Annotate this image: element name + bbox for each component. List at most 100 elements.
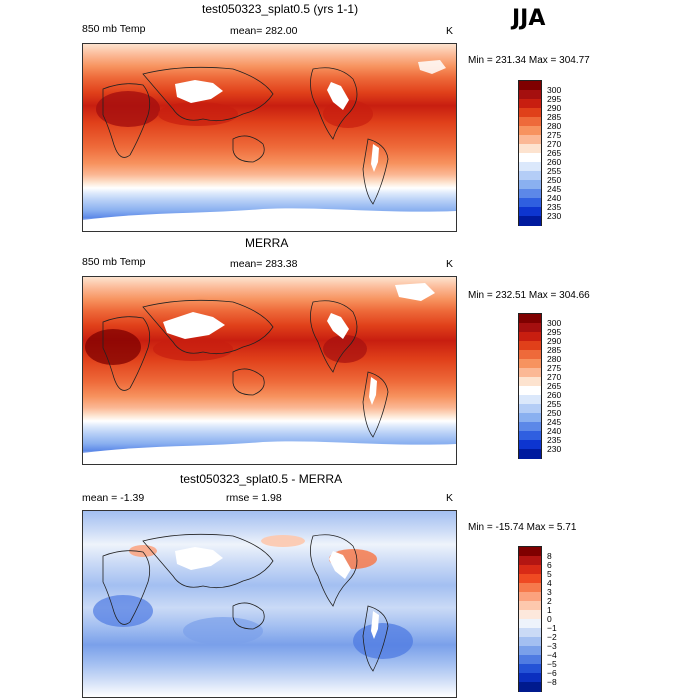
mean-label: mean= 283.38 <box>230 258 298 270</box>
colorbar-tick-label: 250 <box>547 175 562 185</box>
colorbar-tick-label: −8 <box>547 677 557 687</box>
colorbar-swatch <box>519 664 541 674</box>
greenland-mask <box>418 60 446 74</box>
warm-region-asia <box>158 102 238 126</box>
colorbar-tick-label: 265 <box>547 381 562 391</box>
min-max-label: Min = 231.34 Max = 304.77 <box>468 55 590 66</box>
colorbar-tick-label: 250 <box>547 408 562 418</box>
colorbar-tick-label: 280 <box>547 354 562 364</box>
panel-title: MERRA <box>245 236 289 250</box>
colorbar-swatch <box>519 144 541 154</box>
warm-bias-region <box>261 535 305 547</box>
rockies-mask <box>327 82 349 110</box>
antarctica-mask <box>83 208 456 231</box>
min-max-label: Min = 232.51 Max = 304.66 <box>468 290 590 301</box>
map-overlay <box>83 60 456 231</box>
colorbar-tick-label: 0 <box>547 614 552 624</box>
cold-bias-region <box>93 595 153 627</box>
colorbar-swatch <box>519 574 541 584</box>
coastlines <box>102 66 389 205</box>
colorbar-tick-label: −1 <box>547 623 557 633</box>
cold-bias-region <box>353 623 413 659</box>
mean-label: mean= 282.00 <box>230 25 298 37</box>
colorbar-swatch <box>519 601 541 611</box>
tibet-mask <box>163 312 225 339</box>
map-overlay <box>93 533 413 672</box>
warm-bias-region <box>129 545 157 557</box>
colorbar-tick-label: −3 <box>547 641 557 651</box>
tibet-mask <box>175 80 223 103</box>
colorbar-tick-label: 275 <box>547 130 562 140</box>
colorbar-tick-label: 280 <box>547 121 562 131</box>
colorbar-swatch <box>519 413 541 423</box>
colorbar-tick-label: 240 <box>547 193 562 203</box>
colorbar-tick-label: 8 <box>547 551 552 561</box>
colorbar-swatch <box>519 673 541 683</box>
colorbar-tick-label: 2 <box>547 596 552 606</box>
warm-region-asia <box>153 337 233 361</box>
colorbar-swatch <box>519 207 541 217</box>
colorbar-tick-label: 240 <box>547 426 562 436</box>
variable-label: 850 mb Temp <box>82 23 146 35</box>
colorbar-swatch <box>519 135 541 145</box>
colorbar-tick-label: 1 <box>547 605 552 615</box>
colorbar-swatch <box>519 404 541 414</box>
colorbar-tick-label: 255 <box>547 399 562 409</box>
colorbar-swatch <box>519 350 541 360</box>
colorbar-tick-label: 270 <box>547 372 562 382</box>
colorbar-swatch <box>519 431 541 441</box>
colorbar-swatch <box>519 323 541 333</box>
colorbar-swatch <box>519 619 541 629</box>
colorbar-tick-label: −2 <box>547 632 557 642</box>
variable-label: 850 mb Temp <box>82 256 146 268</box>
temperature-map <box>82 276 457 465</box>
panel-title: test050323_splat0.5 - MERRA <box>180 472 343 486</box>
map-overlay <box>83 283 456 464</box>
colorbar-tick-label: 285 <box>547 112 562 122</box>
colorbar-tick-label: 230 <box>547 444 562 454</box>
colorbar: 300 295 290 285 280 275 270 265 260 255 250 245 240 2… <box>518 313 561 459</box>
colorbar-swatch <box>519 610 541 620</box>
colorbar-tick-label: 295 <box>547 327 562 337</box>
panel-title: test050323_splat0.5 (yrs 1-1) <box>202 2 359 16</box>
colorbar-swatch <box>519 422 541 432</box>
colorbar-tick-label: 235 <box>547 435 562 445</box>
colorbar-swatch <box>519 198 541 208</box>
tibet-mask <box>175 547 223 570</box>
colorbar-swatch <box>519 90 541 100</box>
colorbar-tick-label: 230 <box>547 211 562 221</box>
units-label: K <box>446 258 454 270</box>
colorbar-swatch <box>519 314 541 324</box>
colorbar-tick-label: 290 <box>547 103 562 113</box>
colorbar-tick-label: 300 <box>547 85 562 95</box>
colorbar-tick-label: −4 <box>547 650 557 660</box>
colorbar-swatch <box>519 583 541 593</box>
colorbar-tick-label: −6 <box>547 668 557 678</box>
difference-map <box>82 510 457 698</box>
colorbar-tick-label: 5 <box>547 569 552 579</box>
colorbar-tick-label: 245 <box>547 417 562 427</box>
colorbar: 300 295 290 285 280 275 270 265 260 255 250 245 240 2… <box>518 80 561 226</box>
colorbar-tick-label: 295 <box>547 94 562 104</box>
coastlines <box>102 533 389 672</box>
colorbar-swatch <box>519 565 541 575</box>
colorbar-tick-label: 260 <box>547 157 562 167</box>
colorbar-swatch <box>519 682 541 692</box>
colorbar-swatch <box>519 117 541 127</box>
colorbar-swatch <box>519 99 541 109</box>
colorbar-tick-label: 285 <box>547 345 562 355</box>
colorbar-tick-label: 245 <box>547 184 562 194</box>
rockies-mask <box>329 551 351 579</box>
antarctica-mask <box>83 441 456 464</box>
colorbar-swatch <box>519 180 541 190</box>
colorbar-swatch <box>519 547 541 557</box>
colorbar-tick-label: 300 <box>547 318 562 328</box>
colorbar-swatch <box>519 556 541 566</box>
andes-mask <box>371 611 379 639</box>
colorbar-tick-label: 275 <box>547 363 562 373</box>
colorbar-swatch <box>519 592 541 602</box>
colorbar-tick-label: 6 <box>547 560 552 570</box>
colorbar-swatch <box>519 81 541 91</box>
colorbar-swatch <box>519 171 541 181</box>
warm-region-america <box>323 335 367 363</box>
